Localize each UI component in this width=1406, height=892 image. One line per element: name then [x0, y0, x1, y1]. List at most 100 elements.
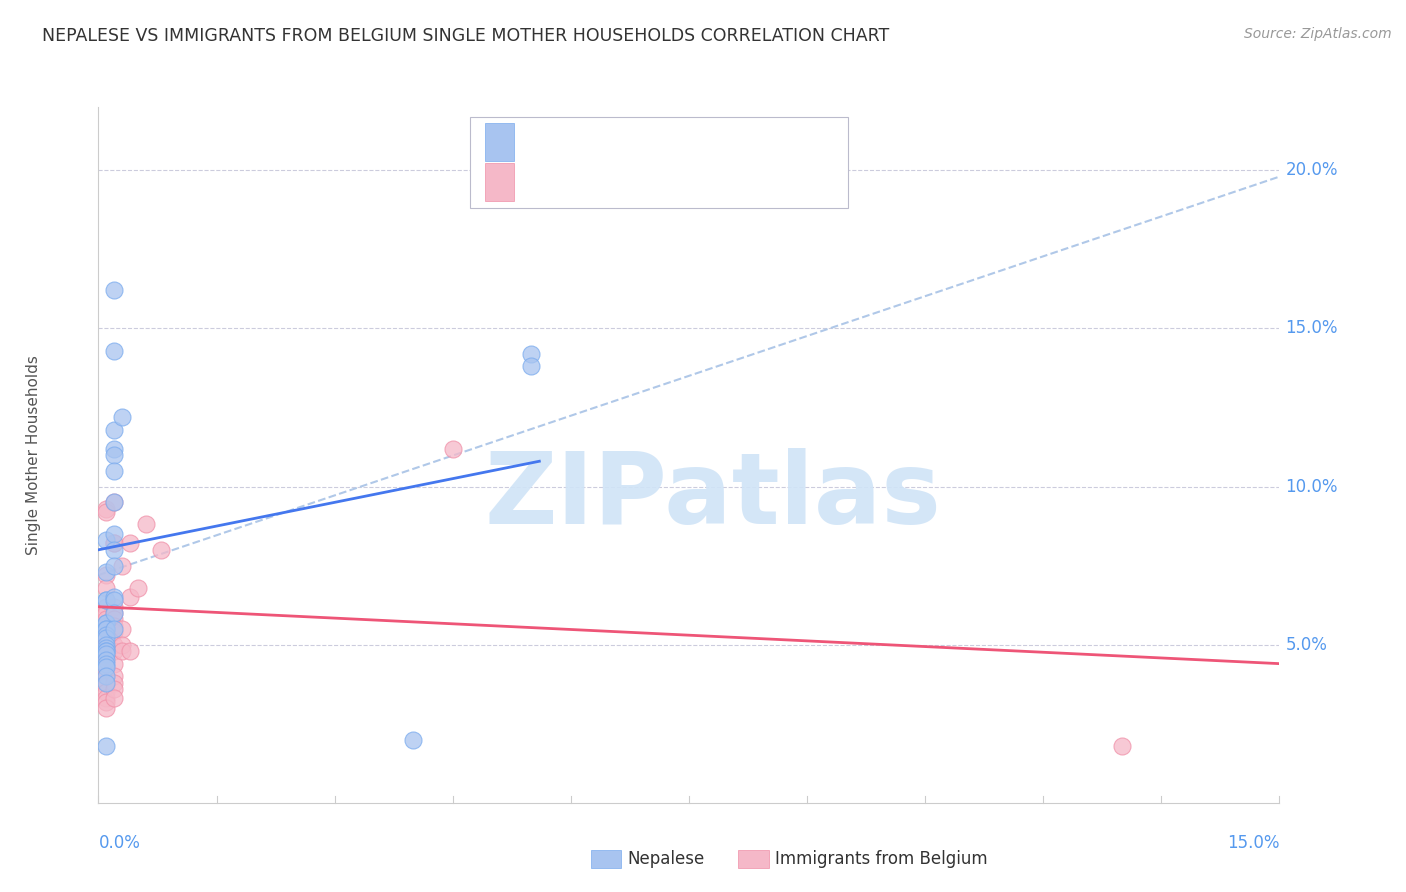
Point	[111, 638, 134, 652]
Point	[150, 542, 173, 557]
Text: Single Mother Households: Single Mother Households	[25, 355, 41, 555]
Point	[96, 593, 118, 607]
Point	[402, 732, 425, 747]
Point	[96, 647, 118, 661]
Point	[103, 675, 125, 690]
Point	[111, 622, 134, 636]
FancyBboxPatch shape	[471, 118, 848, 208]
FancyBboxPatch shape	[485, 123, 515, 161]
Text: 20.0%: 20.0%	[1285, 161, 1339, 179]
Text: Source: ZipAtlas.com: Source: ZipAtlas.com	[1244, 27, 1392, 41]
Point	[118, 591, 141, 605]
Point	[96, 606, 118, 620]
Point	[103, 464, 125, 478]
Point	[96, 657, 118, 671]
Point	[96, 644, 118, 658]
Point	[96, 618, 118, 632]
Point	[96, 644, 118, 658]
Point	[103, 284, 125, 298]
Point	[96, 675, 118, 690]
Point	[96, 615, 118, 630]
Point	[103, 495, 125, 509]
Text: 15.0%: 15.0%	[1285, 319, 1339, 337]
Point	[96, 632, 118, 646]
Point	[103, 527, 125, 541]
Text: N =: N =	[648, 135, 686, 153]
Point	[103, 536, 125, 550]
Point	[96, 669, 118, 683]
Point	[96, 565, 118, 579]
Point	[96, 695, 118, 709]
Point	[111, 644, 134, 658]
Point	[103, 691, 125, 706]
Point	[96, 628, 118, 642]
Point	[96, 638, 118, 652]
Point	[96, 622, 118, 636]
Point	[135, 517, 157, 532]
Point	[96, 660, 118, 674]
Point	[441, 442, 464, 456]
Text: R =: R =	[531, 135, 569, 153]
Point	[103, 423, 125, 437]
Point	[96, 644, 118, 658]
Point	[103, 593, 125, 607]
Text: Nepalese: Nepalese	[627, 850, 704, 868]
Point	[96, 653, 118, 667]
Point	[103, 669, 125, 683]
Point	[96, 650, 118, 665]
Point	[96, 622, 118, 636]
Point	[520, 359, 543, 374]
Text: 15.0%: 15.0%	[1227, 834, 1279, 852]
Text: NEPALESE VS IMMIGRANTS FROM BELGIUM SINGLE MOTHER HOUSEHOLDS CORRELATION CHART: NEPALESE VS IMMIGRANTS FROM BELGIUM SING…	[42, 27, 890, 45]
Text: 10.0%: 10.0%	[1285, 477, 1339, 496]
Text: Immigrants from Belgium: Immigrants from Belgium	[775, 850, 987, 868]
Point	[96, 640, 118, 655]
Point	[96, 599, 118, 614]
Point	[103, 542, 125, 557]
Text: 51: 51	[709, 177, 731, 194]
Point	[103, 657, 125, 671]
Point	[96, 638, 118, 652]
Text: -0.103: -0.103	[576, 177, 633, 194]
Point	[103, 591, 125, 605]
Point	[96, 739, 118, 753]
Point	[96, 612, 118, 626]
Point	[111, 409, 134, 424]
Point	[96, 615, 118, 630]
Point	[103, 343, 125, 358]
Point	[96, 622, 118, 636]
Text: 39: 39	[695, 135, 717, 153]
FancyBboxPatch shape	[485, 162, 515, 201]
Point	[103, 681, 125, 696]
Point	[96, 650, 118, 665]
Point	[111, 558, 134, 573]
Point	[96, 669, 118, 683]
Point	[103, 599, 125, 614]
Point	[103, 644, 125, 658]
Text: N =: N =	[662, 177, 700, 194]
Text: 0.348: 0.348	[576, 135, 626, 153]
Point	[103, 558, 125, 573]
Point	[96, 632, 118, 646]
Point	[96, 685, 118, 699]
Point	[96, 622, 118, 636]
Point	[520, 347, 543, 361]
Point	[96, 675, 118, 690]
Point	[96, 568, 118, 582]
Point	[96, 647, 118, 661]
Point	[118, 536, 141, 550]
Point	[96, 533, 118, 548]
Point	[103, 638, 125, 652]
Point	[96, 505, 118, 519]
Point	[103, 625, 125, 640]
Point	[1111, 739, 1133, 753]
Point	[103, 606, 125, 620]
Text: 5.0%: 5.0%	[1285, 636, 1327, 654]
Point	[96, 701, 118, 715]
Point	[96, 501, 118, 516]
Point	[96, 581, 118, 595]
Point	[118, 644, 141, 658]
Point	[103, 536, 125, 550]
Text: 0.0%: 0.0%	[98, 834, 141, 852]
Point	[103, 442, 125, 456]
